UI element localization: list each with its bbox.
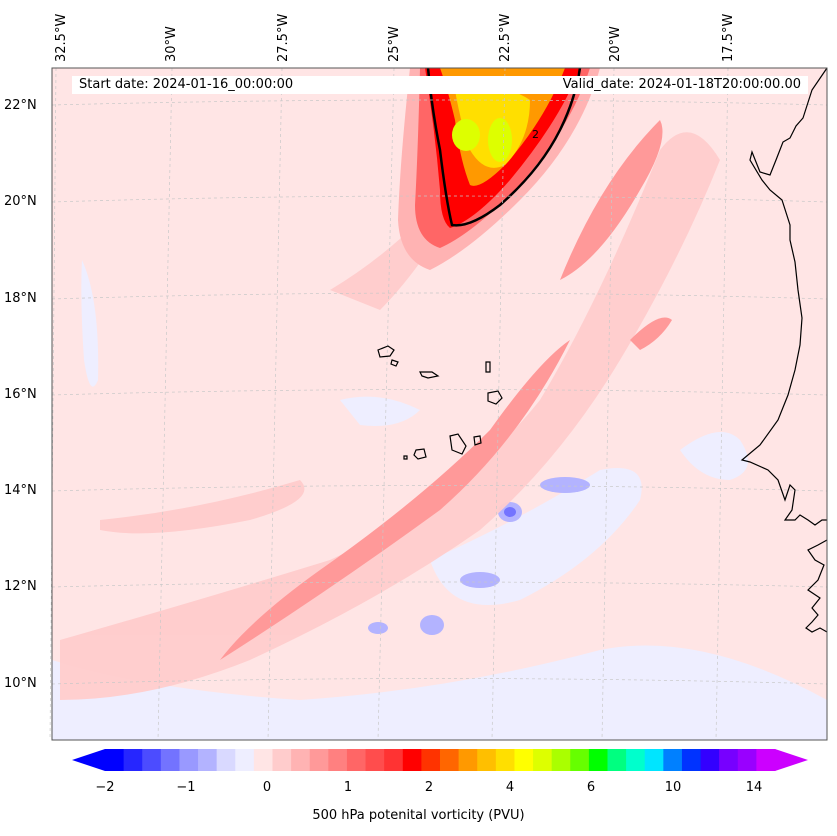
colorbar-cell (681, 749, 702, 771)
colorbar-cell (495, 749, 515, 771)
pv-band-medium (220, 120, 672, 660)
colorbar-cell (402, 749, 422, 771)
colorbar-cell (719, 749, 739, 771)
colorbar-tick-14: 14 (745, 780, 763, 795)
pv-streamer (398, 67, 600, 270)
lat-label-18n: 18°N (4, 291, 37, 306)
colorbar-cell (272, 749, 292, 771)
colorbar-cell (253, 749, 273, 771)
colorbar-cell (365, 749, 385, 771)
valid-date-label: Valid_date: 2024-01-18T20:00:00.00 (432, 76, 808, 94)
colorbar-cell (458, 749, 478, 771)
cape-verde-islands (377, 345, 503, 460)
colorbar-cell (551, 749, 571, 771)
lat-label-16n: 16°N (4, 387, 37, 402)
colorbar-cell (607, 749, 627, 771)
graticule (49, 67, 828, 741)
west-africa-coastline (740, 67, 828, 526)
negative-pv-regions (52, 260, 827, 740)
colorbar-max-extend (775, 749, 808, 771)
colorbar-cell (737, 749, 757, 771)
colorbar-cell (644, 749, 664, 771)
colorbar-tick-neg1: −1 (176, 780, 196, 795)
colorbar-cell (216, 749, 236, 771)
colorbar-cell (309, 749, 329, 771)
map-frame (51, 67, 828, 741)
lat-label-14n: 14°N (4, 483, 37, 498)
colorbar-tick-6: 6 (586, 780, 596, 795)
colorbar-cell (142, 749, 162, 771)
colorbar-min-extend (72, 749, 105, 771)
colorbar-cell (533, 749, 553, 771)
colorbar-cell (105, 749, 125, 771)
colorbar-tick-10: 10 (664, 780, 682, 795)
colorbar-cell (328, 749, 348, 771)
colorbar-cell (440, 749, 460, 771)
colorbar-cell (235, 749, 255, 771)
lat-label-20n: 20°N (4, 194, 37, 209)
colorbar-cell (477, 749, 497, 771)
colorbar-cell (626, 749, 646, 771)
colorbar-cell (198, 749, 218, 771)
colorbar-cells (105, 749, 776, 771)
colorbar-cell (123, 749, 143, 771)
contour-label: 2 (532, 128, 539, 141)
colorbar-cell (346, 749, 367, 771)
lat-label-10n: 10°N (4, 676, 37, 691)
colorbar-cell (291, 749, 311, 771)
colorbar-tick-0: 0 (262, 780, 272, 795)
colorbar-cell (421, 749, 441, 771)
west-africa-coastline-south (805, 539, 828, 633)
colorbar-tick-2: 2 (424, 780, 434, 795)
blue-core (504, 507, 516, 517)
colorbar-cell (570, 749, 590, 771)
colorbar-cell (756, 749, 776, 771)
colorbar-tick-4: 4 (505, 780, 515, 795)
colorbar-cell (514, 749, 534, 771)
lat-label-22n: 22°N (4, 98, 37, 113)
lat-label-12n: 12°N (4, 579, 37, 594)
colorbar-cell (663, 749, 683, 771)
start-date-label: Start date: 2024-01-16_00:00:00 (72, 76, 439, 94)
colorbar-tick-neg2: −2 (95, 780, 115, 795)
colorbar-cell (588, 749, 608, 771)
colorbar-label: 500 hPa potenital vorticity (PVU) (312, 808, 525, 823)
colorbar-cell (384, 749, 404, 771)
colorbar-cell (700, 749, 720, 771)
colorbar-cell (160, 749, 180, 771)
colorbar-cell (179, 749, 199, 771)
colorbar-tick-1: 1 (343, 780, 353, 795)
